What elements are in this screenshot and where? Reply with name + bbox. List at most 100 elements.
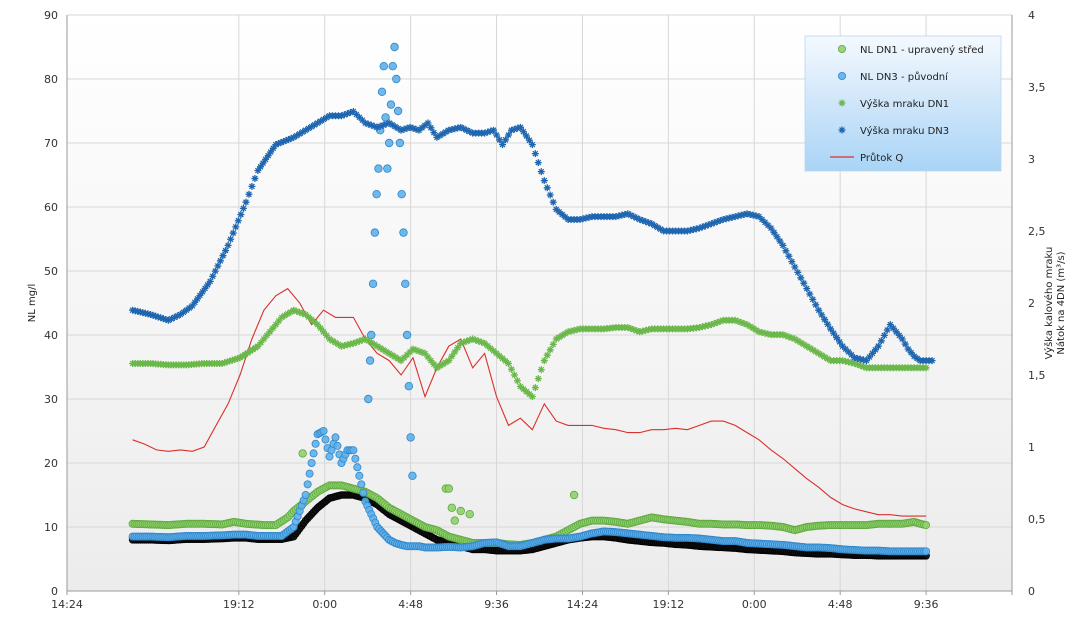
data-point-vyska-dn1 [272, 321, 280, 329]
data-point-vyska-dn3 [159, 315, 167, 323]
data-point-vyska-dn3 [648, 220, 656, 228]
data-point-vyska-dn1 [472, 336, 480, 344]
legend-item-vyska_dn3[interactable]: Výška mraku DN3 [838, 125, 950, 137]
data-point-vyska-dn1 [507, 365, 515, 373]
data-point-vyska-dn3 [645, 219, 653, 227]
data-point-vyska-dn1 [531, 384, 539, 392]
data-point-vyska-dn1 [373, 342, 381, 350]
data-point-vyska-dn3 [522, 132, 530, 140]
data-point-vyska-dn3 [654, 223, 662, 231]
data-point-vyska-dn1 [510, 371, 518, 379]
data-point-vyska-dn3 [764, 221, 772, 229]
data-point-nl-dn3 [301, 490, 310, 499]
data-point-vyska-dn3 [582, 214, 590, 222]
data-point-vyska-dn1 [260, 335, 268, 343]
data-point-vyska-dn1 [848, 359, 856, 367]
data-point-vyska-dn1 [534, 375, 542, 383]
data-point-nl-dn3 [331, 433, 340, 442]
data-point-vyska-dn3 [290, 133, 298, 141]
data-point-vyska-dn3 [770, 228, 778, 236]
data-point-vyska-dn3 [719, 215, 727, 223]
data-point-vyska-dn1 [537, 366, 545, 374]
data-point-nl-dn1 [450, 516, 459, 525]
data-point-vyska-dn3 [761, 218, 769, 226]
data-point-vyska-dn1 [328, 337, 336, 345]
data-point-vyska-dn1 [740, 320, 748, 328]
data-point-nl-dn3 [922, 547, 931, 556]
data-point-nl-dn3 [395, 138, 405, 148]
data-point-vyska-dn1 [809, 346, 817, 354]
data-point-vyska-dn3 [501, 136, 509, 144]
legend-item-prutok[interactable]: Průtok Q [830, 152, 903, 164]
data-point-vyska-dn1 [228, 356, 236, 364]
data-point-vyska-dn1 [516, 383, 524, 391]
data-point-vyska-dn1 [749, 324, 757, 332]
data-point-nl-dn1 [298, 449, 307, 458]
data-point-vyska-dn1 [305, 313, 313, 321]
data-point-vyska-dn3 [391, 123, 399, 131]
data-point-nl-dn3 [370, 228, 380, 237]
y-right-tick-label: 0 [1028, 585, 1035, 598]
y-left-tick-label: 50 [44, 265, 58, 278]
data-point-vyska-dn3 [776, 237, 784, 245]
legend-item-vyska_dn1[interactable]: Výška mraku DN1 [838, 98, 950, 110]
data-point-vyska-dn1 [391, 353, 399, 361]
data-point-vyska-dn3 [279, 138, 287, 146]
data-point-vyska-dn3 [528, 141, 536, 149]
data-point-vyska-dn3 [305, 124, 313, 132]
data-point-vyska-dn3 [794, 268, 802, 276]
data-point-nl-dn3 [383, 164, 392, 173]
data-point-vyska-dn3 [293, 132, 301, 140]
data-point-vyska-dn3 [439, 130, 447, 138]
data-point-vyska-dn1 [352, 338, 360, 346]
data-point-vyska-dn3 [484, 128, 492, 136]
data-point-vyska-dn3 [627, 211, 635, 219]
data-point-vyska-dn1 [397, 357, 405, 365]
data-point-vyska-dn3 [436, 132, 444, 140]
data-point-vyska-dn3 [427, 124, 435, 132]
data-point-vyska-dn1 [731, 316, 739, 324]
data-point-vyska-dn3 [296, 130, 304, 138]
data-point-vyska-dn3 [424, 119, 432, 127]
legend-item-nl_dn3[interactable]: NL DN3 - původní [838, 71, 949, 83]
legend[interactable]: NL DN1 - upravený střed NL DN3 - původní V… [804, 35, 1002, 172]
data-point-vyska-dn3 [219, 252, 227, 260]
data-point-vyska-dn1 [859, 363, 867, 371]
data-point-vyska-dn1 [496, 352, 504, 360]
data-point-nl-dn3 [319, 426, 328, 435]
data-point-vyska-dn3 [827, 325, 835, 333]
data-point-vyska-dn3 [409, 124, 417, 132]
legend-item-nl_dn1[interactable]: NL DN1 - upravený střed [838, 44, 984, 56]
data-point-vyska-dn1 [269, 324, 277, 332]
data-point-nl-dn3 [384, 138, 394, 148]
data-point-vyska-dn3 [546, 191, 554, 199]
data-point-vyska-dn1 [710, 320, 718, 328]
data-point-vyska-dn1 [567, 327, 575, 335]
data-point-vyska-dn1 [415, 347, 423, 355]
data-point-vyska-dn1 [349, 339, 357, 347]
data-point-vyska-dn3 [373, 123, 381, 131]
data-point-nl-dn3 [359, 488, 368, 497]
data-point-nl-dn3 [303, 480, 312, 489]
data-point-vyska-dn1 [552, 335, 560, 343]
data-point-vyska-dn1 [367, 339, 375, 347]
data-point-vyska-dn3 [630, 213, 638, 221]
data-point-vyska-dn1 [758, 329, 766, 337]
data-point-vyska-dn1 [713, 318, 721, 326]
data-point-vyska-dn1 [337, 342, 345, 350]
data-point-vyska-dn3 [510, 125, 518, 133]
data-point-vyska-dn3 [525, 136, 533, 144]
data-point-vyska-dn3 [806, 290, 814, 298]
data-point-vyska-dn3 [534, 159, 542, 167]
data-point-vyska-dn3 [856, 355, 864, 363]
data-point-vyska-dn3 [433, 133, 441, 141]
data-point-vyska-dn3 [415, 126, 423, 134]
data-point-vyska-dn1 [358, 336, 366, 344]
data-point-vyska-dn3 [809, 295, 817, 303]
data-point-nl-dn3 [374, 164, 383, 173]
data-point-vyska-dn3 [211, 267, 219, 275]
data-point-vyska-dn3 [323, 114, 331, 122]
data-point-nl-dn3 [397, 189, 406, 199]
data-point-vyska-dn3 [379, 121, 387, 129]
